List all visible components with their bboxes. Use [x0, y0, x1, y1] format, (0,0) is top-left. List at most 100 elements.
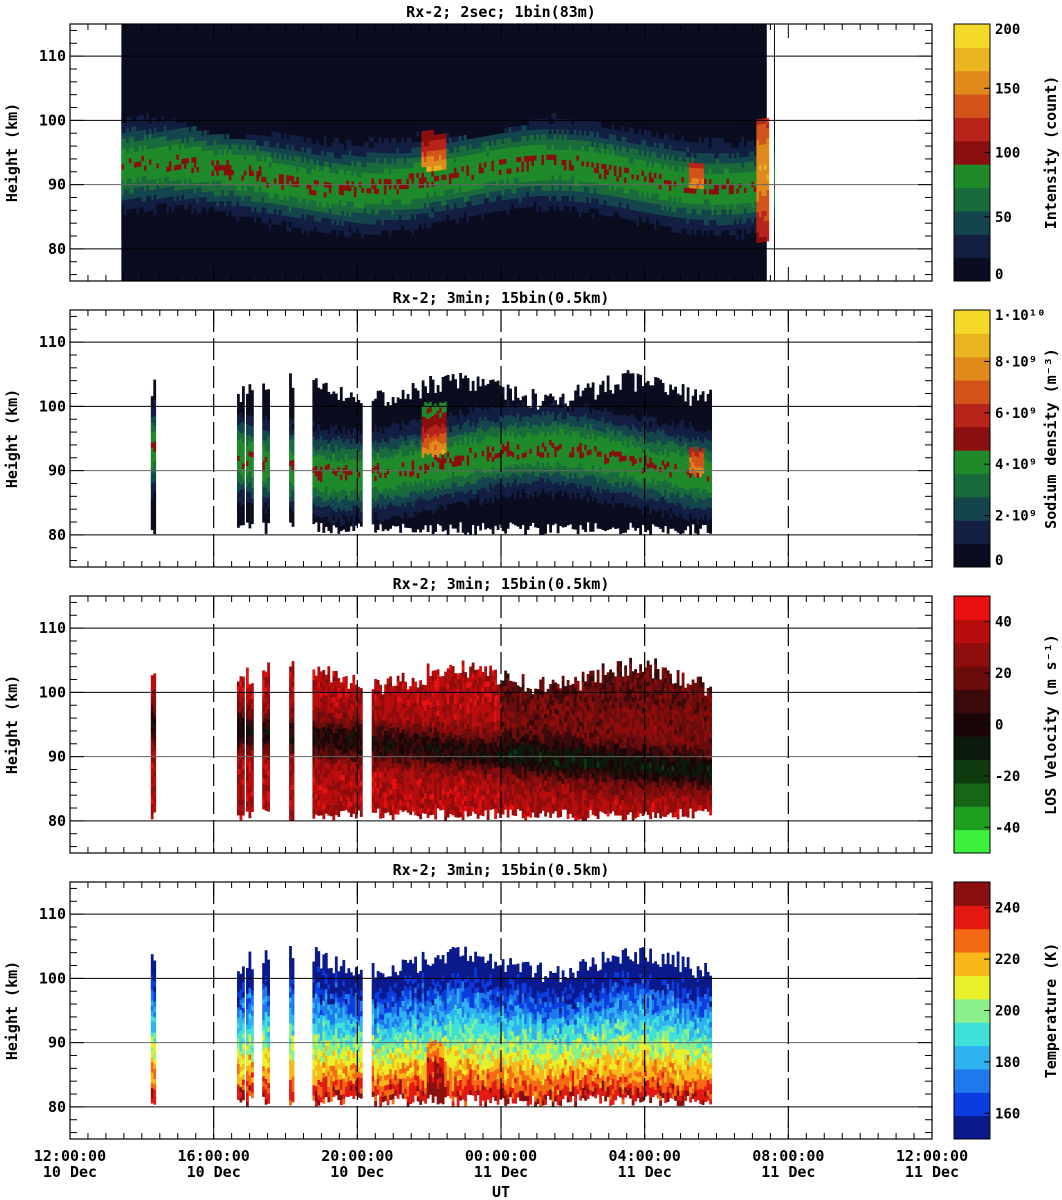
heatmap-cell	[606, 128, 610, 134]
heatmap-cell	[498, 195, 502, 201]
heatmap-cell	[481, 213, 485, 220]
heatmap-cell	[123, 127, 127, 134]
heatmap-cell	[691, 239, 695, 245]
heatmap-cell	[401, 147, 405, 154]
heatmap-cell	[278, 214, 282, 221]
heatmap-cell	[121, 205, 125, 211]
heatmap-cell	[608, 144, 612, 150]
heatmap-cell	[521, 146, 525, 152]
heatmap-cell	[146, 128, 150, 135]
heatmap-cell	[176, 210, 180, 217]
heatmap-cell	[173, 144, 177, 150]
heatmap-cell	[608, 174, 612, 181]
heatmap-cell	[316, 139, 320, 145]
heatmap-cell	[581, 186, 585, 192]
heatmap-cell	[311, 210, 315, 216]
heatmap-cell	[343, 128, 347, 134]
heatmap-cell	[488, 222, 492, 229]
heatmap-cell	[156, 183, 160, 189]
heatmap-cell	[271, 182, 275, 189]
heatmap-cell	[641, 165, 645, 171]
heatmap-cell	[338, 132, 342, 139]
heatmap-cell	[626, 203, 630, 210]
heatmap-cell	[188, 219, 192, 225]
heatmap-cell	[123, 215, 127, 221]
heatmap-cell	[176, 128, 180, 134]
heatmap-cell	[258, 212, 262, 218]
heatmap-cell	[198, 207, 202, 214]
heatmap-cell	[223, 180, 227, 186]
heatmap-cell	[646, 145, 650, 152]
heatmap-cell	[241, 221, 245, 227]
heatmap-cell	[181, 215, 185, 221]
heatmap-cell	[343, 113, 347, 119]
heatmap-cell	[693, 162, 697, 168]
heatmap-cell	[446, 210, 450, 216]
heatmap-cell	[403, 178, 407, 184]
heatmap-cell	[251, 165, 255, 171]
heatmap-cell	[418, 162, 422, 168]
heatmap-cell	[546, 128, 550, 135]
heatmap-cell	[301, 193, 305, 199]
heatmap-cell	[266, 161, 270, 168]
heatmap-cell	[436, 160, 440, 166]
heatmap-cell	[263, 151, 267, 157]
heatmap-cell	[251, 144, 255, 151]
heatmap-cell	[351, 206, 355, 213]
heatmap-cell	[698, 224, 702, 230]
heatmap-cell	[696, 137, 700, 143]
heatmap-cell	[263, 218, 267, 224]
heatmap-cell	[233, 139, 237, 145]
heatmap-cell	[218, 154, 222, 161]
heatmap-cell	[543, 159, 547, 166]
heatmap-cell	[541, 144, 545, 150]
heatmap-cell	[496, 216, 500, 222]
heatmap-cell	[398, 153, 402, 159]
heatmap-cell	[248, 134, 252, 140]
heatmap-cell	[643, 176, 647, 182]
heatmap-cell	[421, 131, 425, 137]
heatmap-cell	[531, 191, 535, 197]
heatmap-cell	[398, 204, 402, 210]
heatmap-cell	[623, 146, 627, 153]
heatmap-cell	[433, 181, 437, 187]
heatmap-cell	[546, 149, 550, 155]
heatmap-cell	[693, 229, 697, 235]
heatmap-cell	[561, 159, 565, 166]
heatmap-cell	[393, 199, 397, 205]
heatmap-cell	[151, 230, 155, 237]
heatmap-cell	[291, 211, 295, 218]
heatmap-cell	[413, 224, 417, 230]
heatmap-cell	[583, 202, 587, 208]
heatmap-cell	[241, 144, 245, 150]
heatmap-cell	[148, 133, 152, 139]
heatmap-cell	[381, 122, 385, 128]
heatmap-cell	[478, 183, 482, 189]
heatmap-cell	[193, 182, 197, 188]
heatmap-cell	[376, 137, 380, 143]
heatmap-cell	[646, 207, 650, 213]
heatmap-cell	[186, 152, 190, 159]
heatmap-cell	[386, 132, 390, 138]
heatmap-cell	[628, 224, 632, 231]
heatmap-cell	[603, 194, 607, 201]
heatmap-cell	[626, 136, 630, 143]
heatmap-cell	[288, 211, 292, 217]
heatmap-cell	[153, 127, 157, 133]
heatmap-cell	[601, 178, 605, 185]
heatmap-cell	[148, 154, 152, 160]
heatmap-cell	[666, 159, 670, 165]
heatmap-cell	[608, 195, 612, 201]
heatmap-cell	[541, 165, 545, 171]
heatmap-cell	[398, 235, 402, 241]
heatmap-cell	[408, 142, 412, 148]
heatmap-cell	[178, 169, 182, 175]
heatmap-cell	[588, 172, 592, 178]
heatmap-cell	[316, 134, 320, 140]
heatmap-cell	[126, 132, 130, 138]
heatmap-cell	[436, 216, 440, 222]
heatmap-cell	[621, 136, 625, 142]
heatmap-cell	[491, 135, 495, 141]
heatmap-cell	[446, 168, 450, 175]
heatmap-cell	[416, 234, 420, 240]
